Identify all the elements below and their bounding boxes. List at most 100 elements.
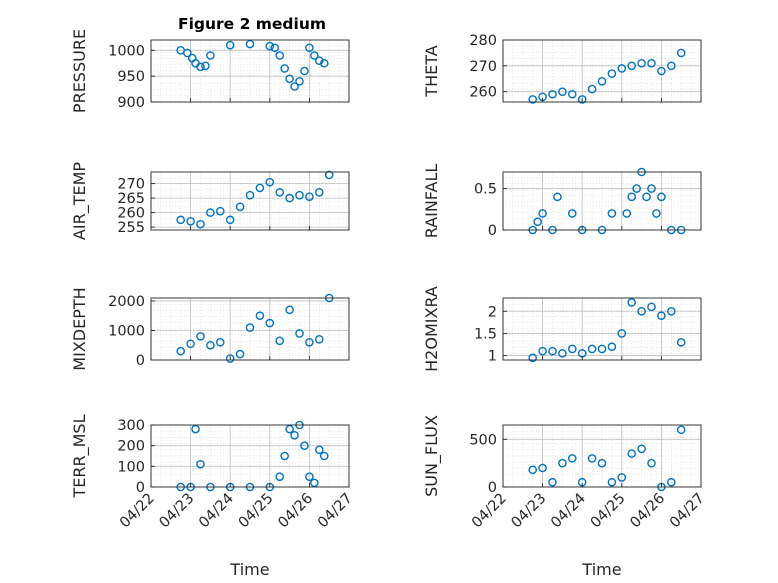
data-point — [245, 190, 255, 200]
data-point — [637, 306, 646, 316]
data-point — [245, 39, 255, 49]
y-axis-label: PRESSURE — [70, 29, 89, 113]
data-point — [657, 192, 666, 202]
data-point — [295, 77, 304, 86]
axes-box — [502, 171, 702, 231]
data-point — [538, 463, 547, 473]
data-point — [310, 478, 319, 488]
y-tick-label: 0 — [488, 223, 497, 239]
data-point — [196, 62, 205, 72]
y-axis-label: AIR_TEMP — [70, 162, 90, 240]
data-point — [235, 349, 245, 359]
data-point — [577, 95, 587, 104]
data-point — [627, 192, 637, 202]
data-point — [667, 306, 676, 316]
y-tick-label: 200 — [117, 439, 145, 455]
y-tick-label: 900 — [117, 95, 145, 111]
data-point — [186, 339, 195, 349]
y-tick-label: 280 — [469, 33, 497, 49]
data-point — [280, 64, 289, 73]
data-point — [627, 298, 637, 307]
y-tick-label: 260 — [117, 206, 145, 222]
data-point — [314, 187, 324, 197]
data-point — [255, 311, 265, 321]
x-tick-label: 04/24 — [196, 491, 237, 532]
data-point — [607, 477, 617, 487]
data-point — [558, 349, 567, 358]
data-point — [652, 209, 661, 218]
y-tick-label: 1.5 — [474, 326, 497, 342]
y-tick-label: 2000 — [108, 294, 145, 310]
series-air-temp — [176, 170, 334, 229]
data-point — [676, 48, 686, 58]
x-axis-label: Time — [581, 560, 621, 579]
data-point — [647, 458, 656, 468]
data-point — [176, 346, 185, 356]
data-point — [617, 64, 627, 73]
data-point — [607, 342, 617, 352]
data-point — [607, 69, 617, 78]
x-tick-label: 04/25 — [588, 491, 629, 532]
data-point — [637, 58, 646, 68]
y-tick-label: 2 — [488, 304, 497, 320]
data-point — [255, 183, 265, 193]
y-tick-label: 270 — [469, 59, 497, 75]
data-point — [285, 305, 294, 315]
axes-box — [150, 424, 350, 488]
series-pressure — [176, 39, 329, 91]
data-point — [319, 58, 329, 68]
data-point — [657, 311, 666, 321]
data-point — [558, 87, 567, 96]
subplot-h2omixra: 1 1.5 2 H2OMIXRA — [422, 286, 702, 372]
data-point — [548, 89, 557, 99]
data-point — [568, 344, 577, 354]
y-tick-label: 500 — [469, 432, 497, 448]
x-tick-label: 04/26 — [275, 491, 316, 532]
y-tick-label: 0.5 — [474, 182, 497, 198]
y-axis-label: RAINFALL — [422, 164, 441, 239]
data-point — [235, 202, 245, 212]
data-point — [627, 61, 637, 71]
y-axis-label: MIXDEPTH — [70, 287, 89, 370]
data-point — [587, 84, 597, 94]
y-tick-label: 0 — [136, 353, 145, 369]
data-point — [597, 344, 607, 354]
data-point — [558, 458, 567, 468]
data-point — [676, 337, 686, 347]
data-point — [587, 454, 597, 463]
data-point — [265, 318, 275, 328]
x-tick-label: 04/27 — [315, 491, 356, 532]
subplot-sun-flux: 0 500 SUN_FLUX 04/2204/2304/2404/2504/2604/… — [422, 415, 708, 579]
x-axis-label: Time — [229, 560, 269, 579]
data-point — [587, 344, 597, 354]
data-point — [225, 354, 235, 363]
figure-title: Figure 2 medium — [178, 15, 326, 33]
y-tick-label: 300 — [117, 418, 145, 434]
data-point — [206, 208, 215, 217]
y-tick-label: 260 — [469, 85, 497, 101]
data-point — [647, 58, 656, 68]
subplot-terr-msl: 0100200300TERR_MSL04/2204/2304/2404/2504… — [70, 414, 356, 579]
data-point — [270, 43, 280, 53]
data-point — [300, 66, 309, 76]
x-tick-label: 04/22 — [469, 491, 510, 532]
data-point — [215, 337, 225, 347]
subplot-theta: 260 270 280 THETA — [422, 33, 702, 104]
data-point — [285, 193, 294, 203]
data-point — [647, 302, 656, 312]
y-tick-label: 0 — [488, 480, 497, 496]
data-point — [622, 209, 632, 218]
data-point — [528, 353, 538, 363]
axes-box — [150, 171, 350, 231]
data-point — [533, 217, 542, 227]
data-point — [206, 51, 215, 60]
major-grid — [150, 172, 350, 230]
data-point — [642, 192, 651, 202]
data-point — [324, 170, 334, 180]
data-point — [285, 424, 294, 434]
y-axis-label: SUN_FLUX — [422, 415, 442, 497]
y-tick-label: 950 — [117, 69, 145, 85]
y-tick-label: 1 — [488, 349, 497, 365]
data-point — [191, 424, 200, 434]
